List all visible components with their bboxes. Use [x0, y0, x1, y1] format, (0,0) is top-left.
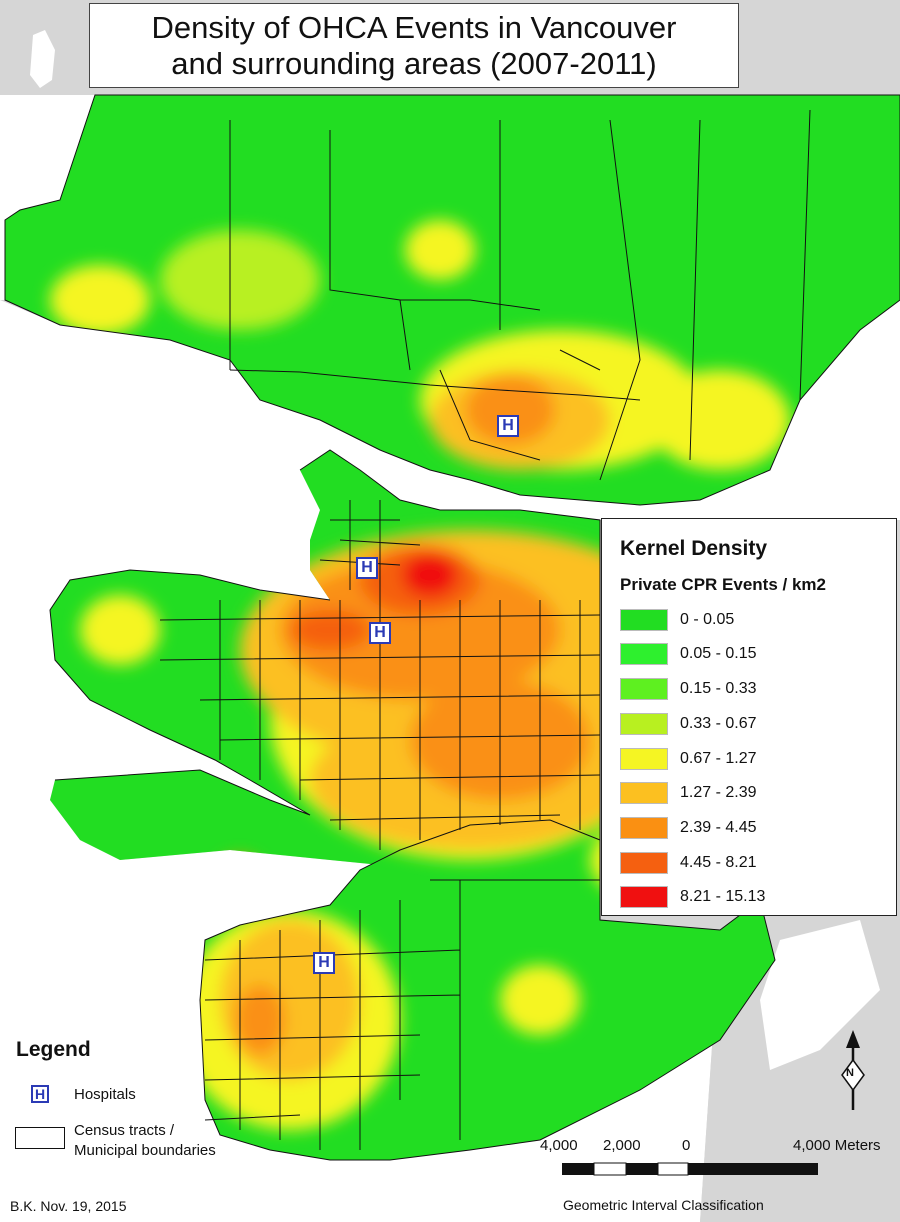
map-title-line2: and surrounding areas (2007-2011) — [171, 46, 657, 81]
density-swatch — [620, 817, 668, 839]
density-class-label: 8.21 - 15.13 — [680, 888, 766, 905]
north-arrow-icon — [841, 1030, 865, 1110]
density-class-label: 4.45 - 8.21 — [680, 854, 757, 871]
density-class: 0.15 - 0.33 — [620, 678, 890, 704]
density-swatch — [620, 782, 668, 804]
census-boundaries — [4, 94, 900, 1161]
water-left-inlet — [0, 95, 95, 300]
water-main — [0, 300, 900, 1222]
density-class: 2.39 - 4.45 — [620, 817, 890, 843]
scale-bar — [562, 1162, 818, 1176]
density-swatch — [620, 748, 668, 770]
map-title-line1: Density of OHCA Events in Vancouver — [151, 10, 677, 45]
density-legend-subtitle: Private CPR Events / km2 — [620, 575, 826, 594]
density-class: 0.05 - 0.15 — [620, 643, 890, 669]
density-class: 0.33 - 0.67 — [620, 713, 890, 739]
north-arrow-letter: N — [846, 1067, 854, 1079]
density-class-label: 1.27 - 2.39 — [680, 784, 757, 801]
density-class: 8.21 - 15.13 — [620, 886, 890, 912]
legend-title: Legend — [16, 1038, 91, 1061]
hospital-marker: H — [313, 952, 335, 974]
boundary-legend-label-1: Census tracts / — [74, 1122, 175, 1139]
hospital-marker: H — [369, 622, 391, 644]
density-class-label: 0.15 - 0.33 — [680, 680, 757, 697]
scale-label: 4,000 Meters — [793, 1137, 881, 1154]
classification-note: Geometric Interval Classification — [563, 1197, 764, 1213]
boundary-legend-label-2: Municipal boundaries — [74, 1142, 216, 1159]
density-class-label: 0.33 - 0.67 — [680, 715, 757, 732]
density-legend: Kernel Density Private CPR Events / km2 … — [601, 518, 897, 916]
density-class-label: 2.39 - 4.45 — [680, 819, 757, 836]
density-swatch — [620, 852, 668, 874]
author-credit: B.K. Nov. 19, 2015 — [10, 1198, 127, 1214]
density-swatch — [620, 678, 668, 700]
boundary-legend-swatch — [15, 1127, 65, 1149]
hospital-marker: H — [356, 557, 378, 579]
density-class: 0.67 - 1.27 — [620, 748, 890, 774]
island-white — [30, 30, 55, 88]
density-legend-title: Kernel Density — [620, 537, 768, 560]
scale-label: 2,000 — [603, 1137, 641, 1154]
density-class-label: 0.05 - 0.15 — [680, 645, 757, 662]
hospital-marker: H — [497, 415, 519, 437]
density-class-label: 0.67 - 1.27 — [680, 750, 757, 767]
scale-label: 4,000 — [540, 1137, 578, 1154]
density-class-label: 0 - 0.05 — [680, 611, 735, 628]
map-title: Density of OHCA Events in Vancouver and … — [89, 3, 739, 88]
density-swatch — [620, 713, 668, 735]
density-class: 1.27 - 2.39 — [620, 782, 890, 808]
density-swatch — [620, 643, 668, 665]
river-channel-right — [760, 920, 880, 1070]
scale-label: 0 — [682, 1137, 691, 1154]
density-class: 0 - 0.05 — [620, 609, 890, 635]
hospital-legend-icon: H — [31, 1085, 49, 1103]
hospitals-legend-label: Hospitals — [74, 1086, 136, 1103]
density-swatch — [620, 886, 668, 908]
density-class: 4.45 - 8.21 — [620, 852, 890, 878]
density-swatch — [620, 609, 668, 631]
